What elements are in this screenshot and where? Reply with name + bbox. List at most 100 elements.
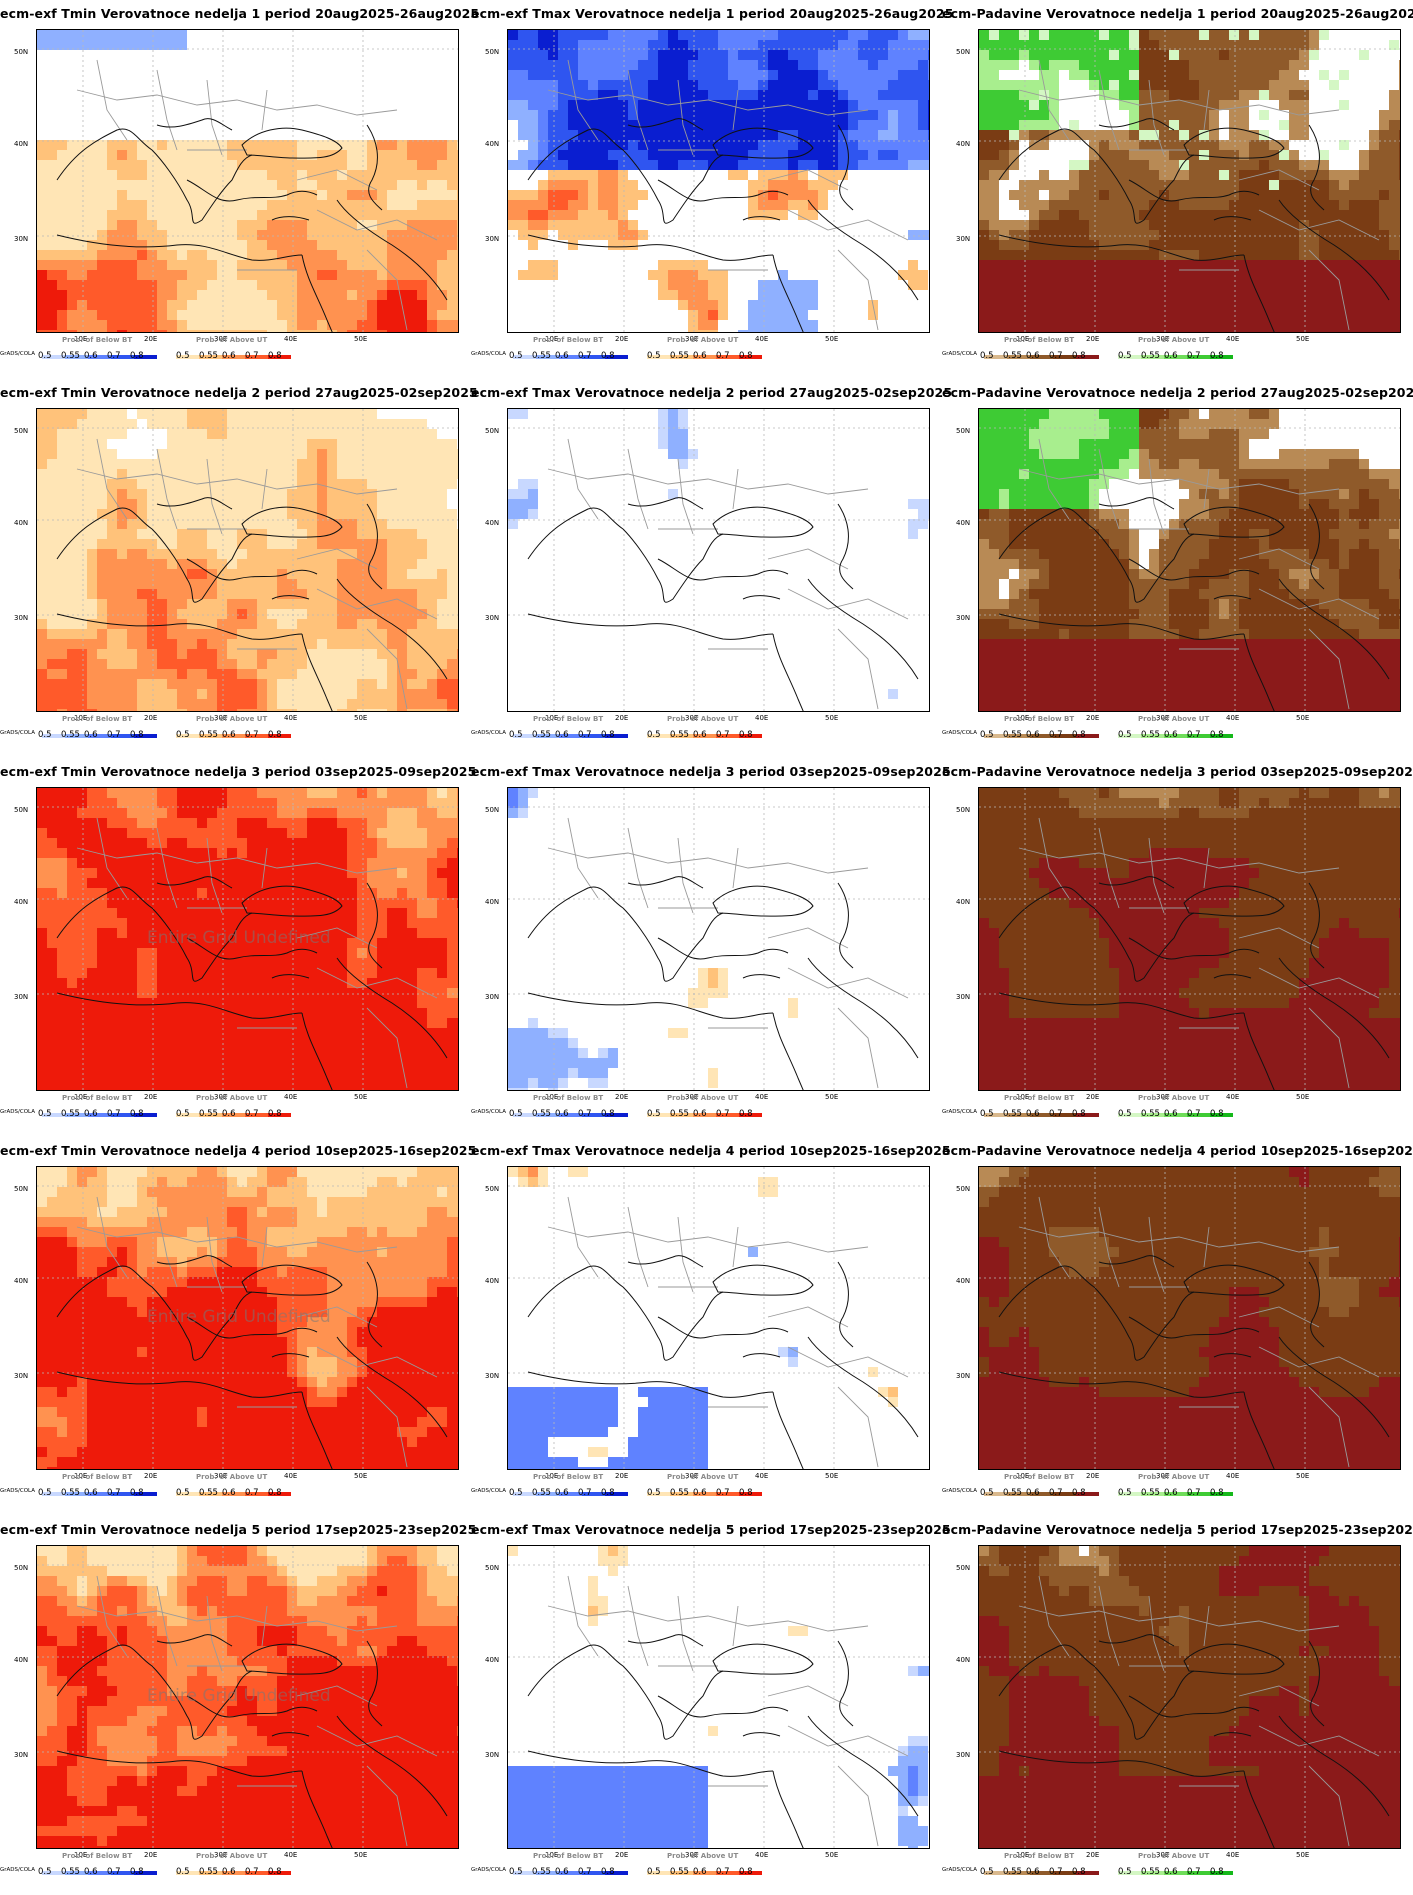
longitude-label: 20E (615, 1851, 629, 1859)
latitude-label: 40N (485, 898, 500, 906)
longitude-label: 50E (354, 1851, 368, 1859)
colorbar-ticks: 0.5 0.55 0.6 0.7 0.8 (647, 1488, 762, 1498)
colorbar-ticks: 0.5 0.55 0.6 0.7 0.8 (980, 1488, 1095, 1498)
colorbar-tick-label: 0.8 (1210, 1867, 1224, 1877)
colorbar-tick-label: 0.55 (1003, 351, 1022, 361)
forecast-panel: ecm-Padavine Verovatnoce nedelja 4 perio… (942, 1137, 1413, 1516)
longitude-label: 20E (1086, 335, 1100, 343)
colorbar-ticks: 0.5 0.55 0.6 0.7 0.8 (38, 1109, 153, 1119)
panel-title: ecm-exf Tmin Verovatnoce nedelja 1 perio… (0, 6, 480, 21)
longitude-label: 40E (755, 1851, 769, 1859)
longitude-label: 10E (74, 714, 88, 722)
colorbar-tick-label: 0.8 (130, 1488, 144, 1498)
longitude-label: 10E (1016, 1851, 1030, 1859)
latitude-label: 40N (14, 140, 29, 148)
map-canvas (508, 409, 929, 711)
longitude-label: 50E (354, 714, 368, 722)
colorbar (513, 1860, 628, 1875)
colorbar-tick-label: 0.55 (1141, 1867, 1160, 1877)
panel-title: ecm-exf Tmax Verovatnoce nedelja 2 perio… (471, 385, 953, 400)
longitude-label: 10E (545, 1472, 559, 1480)
colorbar-tick-label: 0.6 (555, 351, 569, 361)
colorbar-tick-label: 0.7 (245, 1109, 259, 1119)
colorbar-tick-label: 0.5 (38, 1867, 52, 1877)
longitude-label: 50E (1296, 1093, 1310, 1101)
colorbar-tick-label: 0.7 (578, 1867, 592, 1877)
colorbar (176, 1102, 291, 1117)
probability-map (507, 1545, 930, 1849)
longitude-label: 40E (1226, 1851, 1240, 1859)
latitude-label: 40N (485, 1277, 500, 1285)
colorbar-tick-label: 0.55 (199, 1867, 218, 1877)
colorbar-tick-label: 0.5 (176, 1867, 190, 1877)
colorbar (513, 1102, 628, 1117)
longitude-label: 50E (354, 1472, 368, 1480)
longitude-label: 10E (545, 335, 559, 343)
grads-credit: GrADS/COLA (942, 1867, 977, 1873)
colorbar-ticks: 0.5 0.55 0.6 0.7 0.8 (38, 730, 153, 740)
longitude-label: 10E (545, 1851, 559, 1859)
longitude-label: 30E (214, 1093, 228, 1101)
colorbar (176, 1860, 291, 1875)
probability-map: Entire Grid Undefined (36, 1166, 459, 1470)
colorbar-ticks: 0.5 0.55 0.6 0.7 0.8 (1118, 1488, 1233, 1498)
colorbar-title: Prob. of Above UT (1138, 1473, 1210, 1481)
longitude-label: 10E (1016, 1472, 1030, 1480)
longitude-label: 40E (755, 714, 769, 722)
colorbar-tick-label: 0.8 (601, 1488, 615, 1498)
colorbar-tick-label: 0.55 (1003, 1109, 1022, 1119)
latitude-label: 50N (956, 806, 971, 814)
latitude-label: 40N (14, 1277, 29, 1285)
colorbar-tick-label: 0.5 (509, 1867, 523, 1877)
longitude-label: 50E (825, 1093, 839, 1101)
colorbar-tick-label: 0.5 (980, 730, 994, 740)
longitude-label: 40E (755, 335, 769, 343)
colorbar-ticks: 0.5 0.55 0.6 0.7 0.8 (38, 351, 153, 361)
longitude-label: 10E (545, 714, 559, 722)
colorbar (984, 1102, 1099, 1117)
longitude-label: 20E (144, 1472, 158, 1480)
colorbar-title: Prob. of Above UT (667, 1094, 739, 1102)
colorbar-tick-label: 0.6 (1026, 1488, 1040, 1498)
colorbar-ticks: 0.5 0.55 0.6 0.7 0.8 (980, 351, 1095, 361)
longitude-label: 10E (1016, 1093, 1030, 1101)
longitude-label: 10E (74, 1851, 88, 1859)
latitude-label: 40N (485, 519, 500, 527)
latitude-label: 40N (14, 898, 29, 906)
latitude-label: 30N (485, 614, 500, 622)
colorbar-title: Prob. of Above UT (196, 715, 268, 723)
longitude-label: 40E (1226, 714, 1240, 722)
longitude-label: 40E (284, 335, 298, 343)
longitude-label: 40E (284, 1093, 298, 1101)
colorbar-tick-label: 0.5 (1118, 1867, 1132, 1877)
latitude-label: 40N (956, 898, 971, 906)
colorbar-tick-label: 0.55 (1141, 1488, 1160, 1498)
colorbar (647, 1860, 762, 1875)
colorbar (42, 723, 157, 738)
colorbar-title: Prob. of Above UT (667, 715, 739, 723)
panel-title: ecm-exf Tmax Verovatnoce nedelja 4 perio… (471, 1143, 951, 1158)
latitude-label: 30N (956, 1372, 971, 1380)
grads-credit: GrADS/COLA (0, 1867, 35, 1873)
colorbar-tick-label: 0.7 (107, 1867, 121, 1877)
colorbar-title: Prob. of Below BT (533, 1094, 604, 1102)
longitude-label: 50E (1296, 714, 1310, 722)
latitude-label: 40N (14, 519, 29, 527)
colorbar-ticks: 0.5 0.55 0.6 0.7 0.8 (38, 1488, 153, 1498)
map-canvas (979, 30, 1400, 332)
colorbar-tick-label: 0.5 (1118, 730, 1132, 740)
colorbar-tick-label: 0.5 (509, 730, 523, 740)
colorbar-tick-label: 0.6 (1026, 351, 1040, 361)
probability-map: Entire Grid Undefined (36, 787, 459, 1091)
longitude-label: 30E (1156, 1851, 1170, 1859)
map-canvas (979, 1546, 1400, 1848)
colorbar-title: Prob. of Below BT (62, 1094, 133, 1102)
latitude-label: 30N (14, 993, 29, 1001)
colorbar-tick-label: 0.7 (716, 1488, 730, 1498)
colorbar-tick-label: 0.8 (1072, 1109, 1086, 1119)
colorbar-tick-label: 0.7 (1049, 1488, 1063, 1498)
probability-map: Entire Grid Undefined (36, 1545, 459, 1849)
colorbar-tick-label: 0.5 (176, 730, 190, 740)
colorbar (176, 344, 291, 359)
longitude-label: 50E (354, 1093, 368, 1101)
